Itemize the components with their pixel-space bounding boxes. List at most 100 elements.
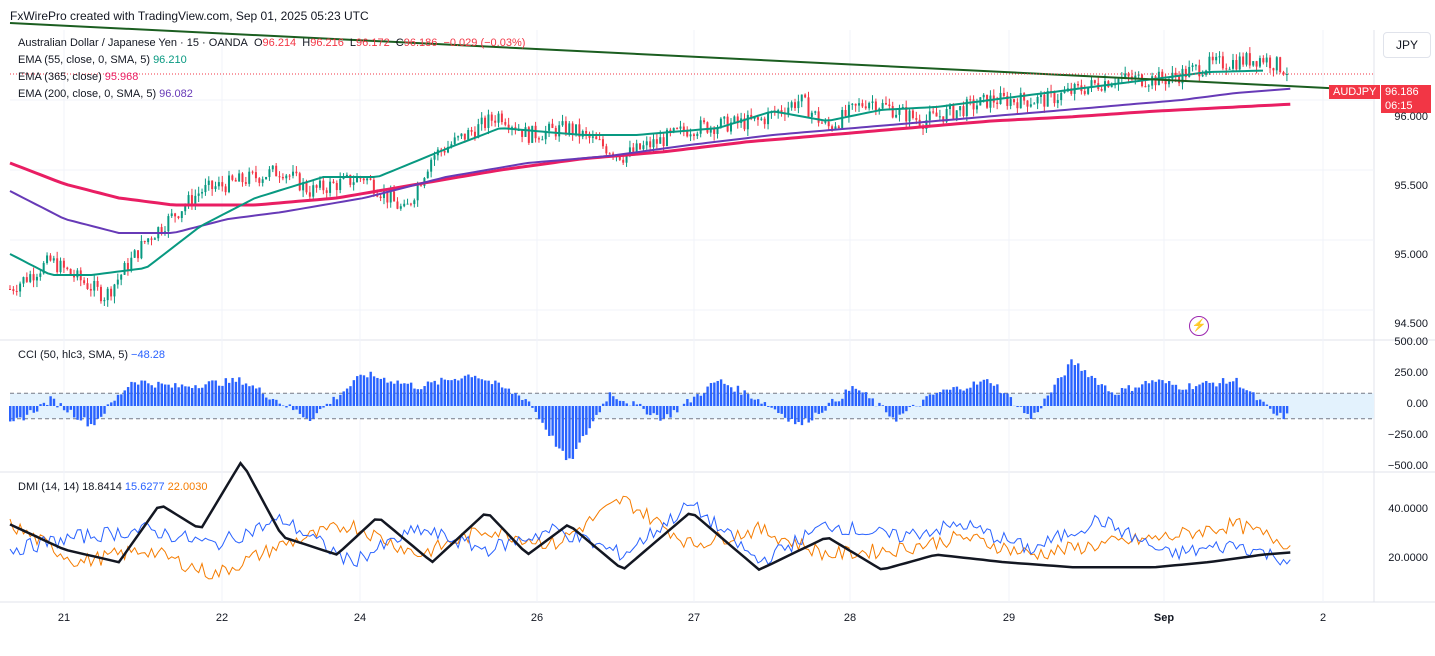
candle-body [153, 238, 156, 240]
candle-body [507, 124, 510, 129]
cci-bar [824, 406, 827, 411]
candle-body [1161, 71, 1164, 80]
candle-body [1077, 84, 1080, 86]
candle-body [719, 118, 722, 128]
candle-body [298, 173, 301, 191]
candle-body [1269, 57, 1272, 69]
candle-body [356, 176, 359, 183]
cci-bar [187, 386, 190, 406]
candle-body [639, 143, 642, 150]
candle-body [601, 139, 604, 147]
cci-pane [9, 359, 1374, 461]
candle-body [760, 118, 763, 120]
ohlc-open: O96.214 [253, 37, 297, 49]
candle-body [174, 213, 177, 217]
candle-body [834, 126, 837, 130]
candle-body [1036, 96, 1039, 104]
candle-body [1211, 56, 1214, 61]
candle-body [480, 117, 483, 125]
candle-body [305, 182, 308, 193]
candle-body [1056, 100, 1059, 104]
lightning-icon[interactable]: ⚡ [1189, 316, 1209, 336]
candle-body [32, 274, 35, 281]
cci-legend: CCI (50, hlc3, SMA, 5) −48.28 [18, 349, 165, 361]
candle-body [548, 123, 551, 131]
candle-body [457, 136, 460, 138]
cci-bar [227, 382, 231, 406]
cci-bar [1002, 393, 1006, 406]
candle-body [1184, 68, 1187, 78]
dmi-legend: DMI (14, 14) 18.8414 15.6277 22.0030 [18, 481, 208, 493]
candle-body [581, 130, 584, 137]
trendline [9, 22, 1373, 92]
cci-bar [359, 374, 362, 406]
candle-body [561, 121, 564, 126]
candle-body [490, 114, 493, 121]
cci-bar [1093, 377, 1097, 406]
candle-body [187, 195, 190, 206]
cci-bar [595, 406, 598, 415]
main-legend: Australian Dollar / Japanese Yen · 15 · … [18, 37, 528, 49]
candle-body [52, 258, 55, 261]
cci-bar [261, 393, 265, 406]
cci-bar [719, 379, 723, 406]
candle-body [699, 120, 702, 134]
candle-body [729, 122, 732, 132]
candle-body [19, 283, 22, 292]
candle-body [194, 195, 197, 206]
candle-body [238, 173, 241, 182]
candle-body [315, 185, 318, 188]
ema365-line [9, 102, 1291, 207]
candle-body [1070, 88, 1073, 94]
currency-button[interactable]: JPY [1383, 32, 1431, 58]
candle-body [824, 121, 827, 123]
cci-bar [942, 389, 945, 406]
cci-bar [433, 380, 436, 406]
cci-bar [426, 381, 430, 406]
candle-body [1285, 73, 1288, 75]
cci-bar [591, 406, 595, 422]
cci-tick: −500.00 [1387, 460, 1428, 472]
cci-bar [99, 406, 103, 417]
candle-body [682, 126, 685, 132]
candle-body [1063, 91, 1066, 93]
cci-bar [143, 380, 147, 406]
cci-bar [844, 389, 847, 406]
cci-bar [507, 388, 511, 406]
candle-body [285, 175, 288, 179]
cci-bar [1097, 384, 1100, 406]
candle-body [1110, 84, 1113, 88]
candle-body [329, 181, 332, 193]
candle-body [86, 283, 89, 289]
cci-bar [1167, 381, 1171, 406]
candle-body [881, 102, 884, 109]
candle-body [372, 179, 375, 194]
candle-body [891, 106, 894, 118]
candle-body [679, 126, 682, 129]
candle-body [1117, 78, 1120, 85]
candle-body [1191, 65, 1194, 67]
cci-bar [575, 406, 578, 450]
cci-bar [1060, 377, 1063, 406]
cci-bar [467, 374, 470, 406]
cci-bar [1046, 395, 1050, 406]
cci-bar [564, 406, 568, 461]
cci-bar [1279, 406, 1282, 413]
candle-body [605, 146, 608, 154]
cci-bar [709, 383, 713, 406]
adx-line [9, 461, 1291, 572]
candle-body [804, 94, 807, 98]
cci-bar [696, 394, 699, 406]
cci-bar [251, 385, 254, 406]
cci-bar [881, 405, 885, 406]
candle-body [1198, 65, 1201, 77]
cci-bar [541, 406, 544, 423]
candle-body [76, 270, 79, 278]
cci-bar [76, 406, 79, 420]
cci-bar [665, 406, 669, 415]
cci-bar [329, 403, 332, 406]
cci-bar [285, 406, 288, 408]
candle-body [1201, 74, 1204, 77]
candle-body [564, 121, 567, 134]
